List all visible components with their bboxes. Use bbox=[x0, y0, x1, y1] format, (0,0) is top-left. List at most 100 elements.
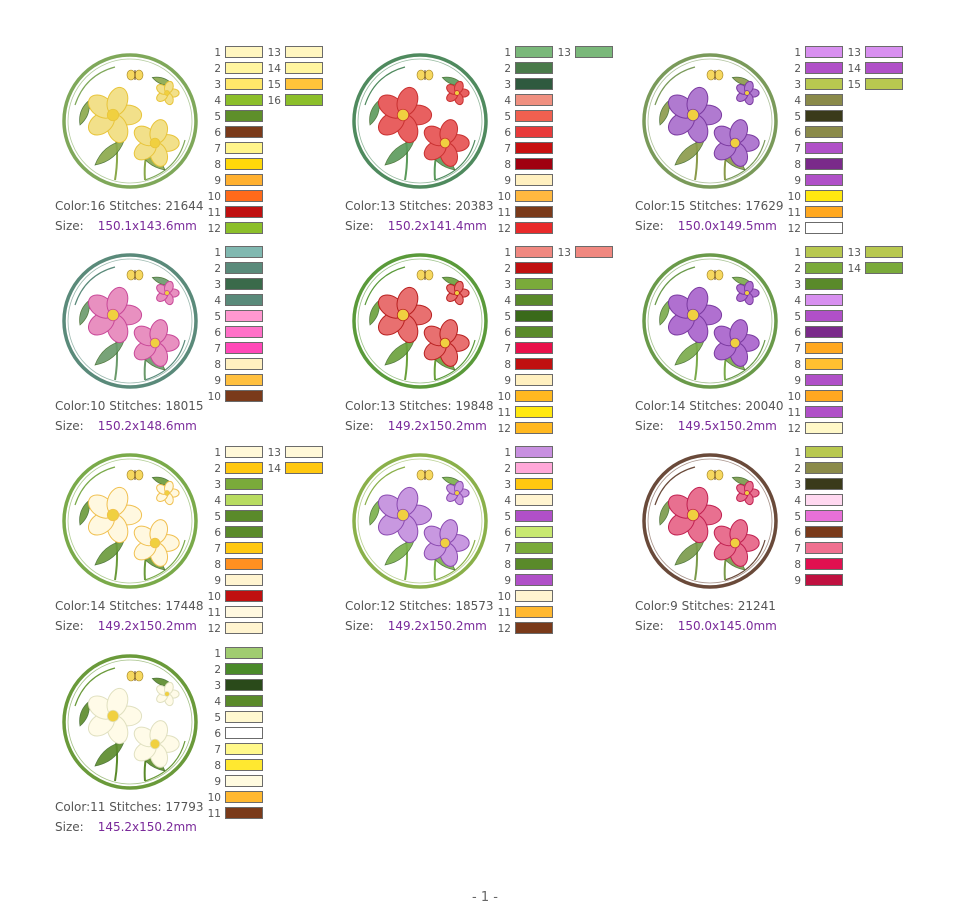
thread-number: 8 bbox=[214, 159, 221, 171]
thread-number: 3 bbox=[794, 279, 801, 291]
lily-embroidery-thumbnail bbox=[55, 445, 205, 595]
design-size: Size: 149.2x150.2mm bbox=[55, 616, 197, 636]
design-calla: Color:11 Stitches: 17793 Size: 145.2x150.2… bbox=[55, 646, 345, 846]
thread-number: 7 bbox=[794, 343, 801, 355]
stitch-count: 20040 bbox=[745, 399, 784, 413]
thread-color-swatch bbox=[805, 294, 843, 306]
color-label: Color: bbox=[55, 800, 91, 814]
thread-color-swatch bbox=[805, 462, 843, 474]
thread-color-swatch bbox=[805, 494, 843, 506]
design-size: Size: 145.2x150.2mm bbox=[55, 817, 197, 837]
color-label: Color: bbox=[55, 599, 91, 613]
thread-color-swatch bbox=[805, 422, 843, 434]
thread-number: 10 bbox=[207, 792, 221, 804]
thread-number: 8 bbox=[504, 559, 511, 571]
stitches-label: Stitches: bbox=[109, 800, 162, 814]
thread-color-swatch bbox=[225, 526, 263, 538]
design-pansy: Color:15 Stitches: 17629 Size: 150.0x149.5… bbox=[635, 45, 925, 245]
thread-color-swatch bbox=[805, 62, 843, 74]
thread-number: 3 bbox=[214, 479, 221, 491]
thread-color-swatch bbox=[515, 62, 553, 74]
thread-color-swatch bbox=[805, 390, 843, 402]
stitches-label: Stitches: bbox=[399, 199, 452, 213]
thread-color-swatch bbox=[805, 246, 843, 258]
thread-number: 11 bbox=[497, 607, 511, 619]
thread-number: 2 bbox=[504, 63, 511, 75]
stitch-count: 18573 bbox=[455, 599, 494, 613]
thread-color-swatch bbox=[805, 510, 843, 522]
thread-color-swatch bbox=[225, 542, 263, 554]
thread-color-swatch bbox=[515, 262, 553, 274]
thread-number: 11 bbox=[207, 607, 221, 619]
thread-color-swatch bbox=[225, 358, 263, 370]
thread-color-swatch bbox=[805, 158, 843, 170]
stitches-label: Stitches: bbox=[109, 399, 162, 413]
thread-color-swatch bbox=[805, 278, 843, 290]
thread-color-swatch bbox=[805, 374, 843, 386]
thread-color-swatch bbox=[285, 446, 323, 458]
thread-number: 2 bbox=[794, 463, 801, 475]
thread-color-swatch bbox=[225, 494, 263, 506]
thread-color-swatch bbox=[225, 126, 263, 138]
thread-number: 13 bbox=[267, 47, 281, 59]
thread-color-swatch bbox=[225, 606, 263, 618]
thread-number: 14 bbox=[267, 63, 281, 75]
thread-color-swatch bbox=[225, 390, 263, 402]
color-count: 13 bbox=[380, 399, 396, 413]
thread-number: 10 bbox=[787, 391, 801, 403]
size-label: Size: bbox=[55, 419, 84, 433]
design-size: Size: 150.2x141.4mm bbox=[345, 216, 487, 236]
design-stats: Color:16 Stitches: 21644 bbox=[55, 196, 204, 216]
thread-number: 9 bbox=[504, 175, 511, 187]
design-stats: Color:15 Stitches: 17629 bbox=[635, 196, 784, 216]
thread-color-swatch bbox=[515, 126, 553, 138]
thread-color-swatch bbox=[515, 326, 553, 338]
thread-color-swatch bbox=[225, 94, 263, 106]
thread-color-swatch bbox=[805, 342, 843, 354]
design-lily: Color:14 Stitches: 17448 Size: 149.2x150.2… bbox=[55, 445, 345, 645]
size-label: Size: bbox=[345, 619, 374, 633]
thread-number: 9 bbox=[214, 776, 221, 788]
thread-number: 10 bbox=[787, 191, 801, 203]
thread-color-swatch bbox=[805, 542, 843, 554]
size-value: 150.2x148.6mm bbox=[97, 419, 197, 433]
thread-color-swatch bbox=[285, 46, 323, 58]
thread-number: 13 bbox=[267, 447, 281, 459]
thread-number: 8 bbox=[504, 159, 511, 171]
thread-color-swatch bbox=[515, 606, 553, 618]
thread-color-swatch bbox=[515, 310, 553, 322]
size-label: Size: bbox=[55, 820, 84, 834]
thread-color-swatch bbox=[225, 558, 263, 570]
thread-number: 7 bbox=[504, 543, 511, 555]
thread-color-swatch bbox=[515, 622, 553, 634]
thread-color-swatch bbox=[515, 478, 553, 490]
thread-color-swatch bbox=[515, 494, 553, 506]
thread-number: 15 bbox=[267, 79, 281, 91]
thread-number: 13 bbox=[557, 247, 571, 259]
thread-color-swatch bbox=[225, 206, 263, 218]
thread-color-swatch bbox=[515, 422, 553, 434]
thread-color-swatch bbox=[805, 142, 843, 154]
thread-number: 2 bbox=[214, 263, 221, 275]
thread-number: 1 bbox=[794, 47, 801, 59]
thread-number: 7 bbox=[504, 343, 511, 355]
thread-color-swatch bbox=[225, 727, 263, 739]
thread-number: 4 bbox=[504, 95, 511, 107]
size-value: 149.2x150.2mm bbox=[97, 619, 197, 633]
thread-color-swatch bbox=[515, 294, 553, 306]
thread-color-swatch bbox=[805, 78, 843, 90]
thread-number: 11 bbox=[787, 207, 801, 219]
tulip-embroidery-thumbnail bbox=[55, 245, 205, 395]
thread-color-swatch bbox=[225, 246, 263, 258]
thread-color-swatch bbox=[575, 246, 613, 258]
thread-number: 2 bbox=[214, 463, 221, 475]
thread-color-swatch bbox=[515, 158, 553, 170]
stitches-label: Stitches: bbox=[399, 599, 452, 613]
thread-number: 7 bbox=[794, 543, 801, 555]
thread-number: 7 bbox=[794, 143, 801, 155]
thread-color-swatch bbox=[515, 222, 553, 234]
thread-color-swatch bbox=[805, 94, 843, 106]
color-label: Color: bbox=[635, 399, 671, 413]
stitches-label: Stitches: bbox=[689, 399, 742, 413]
thread-color-swatch bbox=[515, 542, 553, 554]
